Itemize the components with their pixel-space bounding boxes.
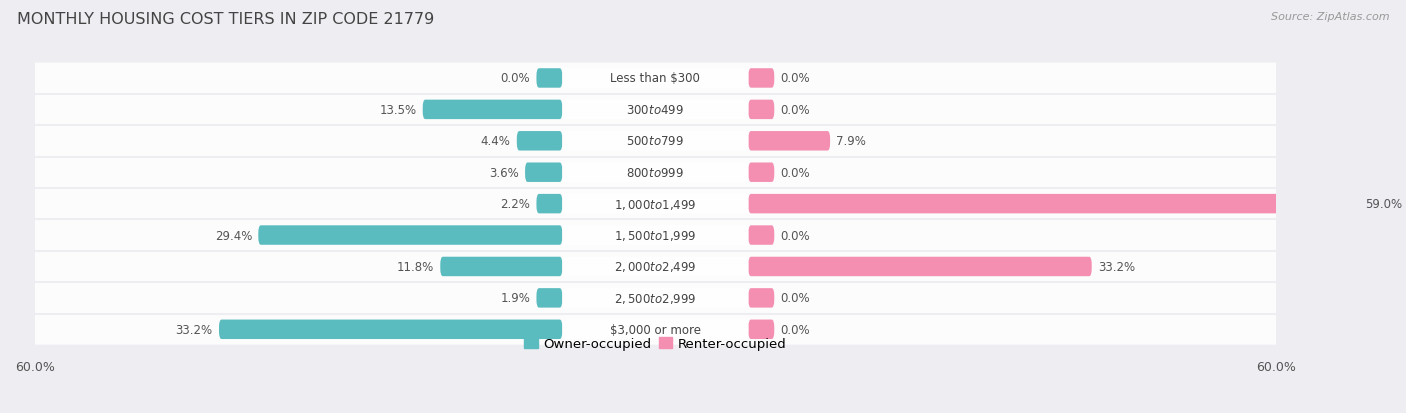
Text: 11.8%: 11.8% <box>396 260 434 273</box>
FancyBboxPatch shape <box>30 157 1281 188</box>
Text: 13.5%: 13.5% <box>380 104 416 116</box>
FancyBboxPatch shape <box>748 69 775 88</box>
FancyBboxPatch shape <box>562 163 748 183</box>
FancyBboxPatch shape <box>30 189 1281 219</box>
Text: 0.0%: 0.0% <box>780 166 810 179</box>
Text: 0.0%: 0.0% <box>780 292 810 305</box>
Text: 4.4%: 4.4% <box>481 135 510 148</box>
Text: 2.2%: 2.2% <box>501 198 530 211</box>
Text: $2,500 to $2,999: $2,500 to $2,999 <box>614 291 696 305</box>
FancyBboxPatch shape <box>219 320 562 339</box>
FancyBboxPatch shape <box>537 195 562 214</box>
FancyBboxPatch shape <box>748 195 1358 214</box>
Text: Less than $300: Less than $300 <box>610 72 700 85</box>
Legend: Owner-occupied, Renter-occupied: Owner-occupied, Renter-occupied <box>519 332 792 356</box>
Text: 29.4%: 29.4% <box>215 229 252 242</box>
FancyBboxPatch shape <box>259 226 562 245</box>
Text: 7.9%: 7.9% <box>837 135 866 148</box>
Text: 0.0%: 0.0% <box>780 72 810 85</box>
FancyBboxPatch shape <box>562 195 748 214</box>
FancyBboxPatch shape <box>748 163 775 183</box>
FancyBboxPatch shape <box>562 320 748 339</box>
FancyBboxPatch shape <box>30 126 1281 157</box>
FancyBboxPatch shape <box>748 320 775 339</box>
Text: $2,000 to $2,499: $2,000 to $2,499 <box>614 260 696 274</box>
FancyBboxPatch shape <box>537 288 562 308</box>
Text: MONTHLY HOUSING COST TIERS IN ZIP CODE 21779: MONTHLY HOUSING COST TIERS IN ZIP CODE 2… <box>17 12 434 27</box>
Text: 0.0%: 0.0% <box>501 72 530 85</box>
FancyBboxPatch shape <box>748 226 775 245</box>
FancyBboxPatch shape <box>30 283 1281 313</box>
FancyBboxPatch shape <box>562 257 748 277</box>
FancyBboxPatch shape <box>562 100 748 120</box>
Text: $800 to $999: $800 to $999 <box>627 166 685 179</box>
FancyBboxPatch shape <box>30 220 1281 251</box>
Text: 33.2%: 33.2% <box>176 323 212 336</box>
FancyBboxPatch shape <box>562 132 748 151</box>
Text: 59.0%: 59.0% <box>1365 198 1402 211</box>
FancyBboxPatch shape <box>748 288 775 308</box>
Text: 1.9%: 1.9% <box>501 292 530 305</box>
FancyBboxPatch shape <box>30 314 1281 345</box>
FancyBboxPatch shape <box>562 226 748 245</box>
FancyBboxPatch shape <box>30 64 1281 94</box>
Text: 33.2%: 33.2% <box>1098 260 1135 273</box>
FancyBboxPatch shape <box>517 132 562 151</box>
Text: $500 to $799: $500 to $799 <box>627 135 685 148</box>
FancyBboxPatch shape <box>524 163 562 183</box>
FancyBboxPatch shape <box>748 100 775 120</box>
FancyBboxPatch shape <box>562 69 748 88</box>
Text: $3,000 or more: $3,000 or more <box>610 323 700 336</box>
FancyBboxPatch shape <box>562 288 748 308</box>
FancyBboxPatch shape <box>748 132 830 151</box>
Text: 0.0%: 0.0% <box>780 323 810 336</box>
FancyBboxPatch shape <box>30 252 1281 282</box>
FancyBboxPatch shape <box>748 257 1091 277</box>
Text: 0.0%: 0.0% <box>780 104 810 116</box>
Text: 0.0%: 0.0% <box>780 229 810 242</box>
Text: $300 to $499: $300 to $499 <box>627 104 685 116</box>
Text: 3.6%: 3.6% <box>489 166 519 179</box>
FancyBboxPatch shape <box>30 95 1281 126</box>
FancyBboxPatch shape <box>423 100 562 120</box>
Text: Source: ZipAtlas.com: Source: ZipAtlas.com <box>1271 12 1389 22</box>
FancyBboxPatch shape <box>537 69 562 88</box>
FancyBboxPatch shape <box>440 257 562 277</box>
Text: $1,500 to $1,999: $1,500 to $1,999 <box>614 228 696 242</box>
Text: $1,000 to $1,499: $1,000 to $1,499 <box>614 197 696 211</box>
